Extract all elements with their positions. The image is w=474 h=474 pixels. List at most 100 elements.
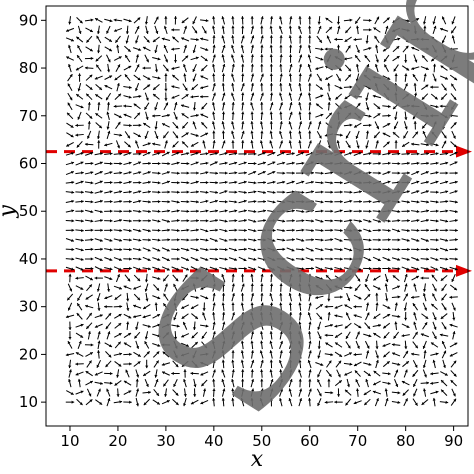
- field-arrow-head: [308, 140, 312, 144]
- field-arrow-head: [253, 248, 257, 252]
- field-arrow-head: [368, 219, 372, 223]
- field-arrow-head: [318, 78, 322, 82]
- field-arrow-head: [128, 85, 132, 89]
- field-arrow-head: [394, 321, 398, 325]
- field-arrow-head: [393, 126, 397, 130]
- field-arrow-head: [355, 135, 359, 139]
- field-arrow-head: [128, 180, 132, 184]
- field-arrow-head: [425, 238, 429, 242]
- field-arrow-head: [348, 74, 351, 78]
- field-arrow-head: [433, 78, 437, 82]
- y-tick-label: 20: [19, 345, 38, 363]
- field-arrow-head: [192, 21, 196, 25]
- field-arrow-head: [301, 200, 305, 204]
- field-arrow-head: [425, 171, 429, 174]
- field-arrow-head: [375, 346, 379, 350]
- field-arrow-head: [320, 257, 324, 261]
- field-arrow-head: [119, 352, 123, 356]
- field-arrow-head: [414, 92, 418, 96]
- field-arrow-head: [153, 87, 157, 90]
- field-arrow-head: [311, 190, 314, 194]
- field-arrow-head: [194, 341, 198, 345]
- field-arrow-head: [240, 359, 244, 363]
- field-arrow-head: [272, 161, 276, 165]
- field-arrow-head: [391, 343, 395, 347]
- field-arrow-head: [279, 54, 283, 58]
- field-arrow-head: [260, 102, 264, 105]
- field-arrow-head: [163, 135, 167, 139]
- field-arrow-head: [327, 378, 331, 382]
- field-arrow-head: [200, 95, 203, 99]
- field-arrow-head: [445, 209, 449, 213]
- field-arrow-head: [378, 323, 382, 328]
- field-arrow-head: [338, 360, 342, 364]
- field-arrow-head: [298, 25, 302, 29]
- field-arrow-head: [435, 267, 439, 271]
- field-arrow-head: [172, 144, 176, 148]
- field-arrow-head: [137, 353, 141, 357]
- field-arrow-head: [109, 381, 113, 385]
- field-arrow-head: [451, 278, 455, 282]
- field-arrow-head: [395, 369, 399, 373]
- field-arrow-head: [414, 331, 418, 335]
- field-arrow-head: [90, 181, 94, 185]
- field-arrow-head: [89, 380, 93, 384]
- field-arrow-head: [440, 277, 444, 281]
- field-arrow-head: [234, 267, 238, 271]
- field-arrow-head: [424, 322, 428, 326]
- field-arrow-head: [368, 266, 372, 271]
- field-arrow-head: [234, 228, 238, 232]
- field-arrow-head: [259, 121, 264, 124]
- field-arrow-head: [175, 125, 179, 129]
- field-arrow-head: [106, 126, 110, 130]
- field-arrow-head: [90, 190, 94, 194]
- field-arrow-head: [308, 331, 312, 334]
- field-arrow-head: [224, 229, 228, 233]
- field-arrow-head: [330, 353, 334, 357]
- field-arrow-head: [436, 190, 439, 194]
- field-arrow-head: [354, 370, 358, 374]
- y-tick-label: 60: [19, 155, 38, 173]
- field-arrow-head: [77, 88, 81, 92]
- field-arrow-head: [328, 360, 332, 364]
- field-arrow-head: [176, 209, 180, 213]
- field-arrow-head: [383, 335, 387, 339]
- field-arrow-head: [454, 200, 458, 204]
- field-arrow-head: [99, 161, 103, 165]
- field-arrow-head: [260, 25, 264, 29]
- field-arrow-head: [406, 257, 410, 261]
- field-arrow-head: [336, 111, 340, 115]
- field-arrow-head: [68, 369, 72, 373]
- field-arrow-head: [176, 161, 180, 165]
- field-arrow-head: [138, 257, 142, 261]
- field-arrow-head: [298, 44, 303, 48]
- field-arrow-head: [253, 181, 257, 185]
- field-arrow-head: [368, 123, 372, 127]
- field-arrow-head: [291, 200, 295, 204]
- field-arrow-head: [71, 228, 75, 232]
- field-arrow-head: [325, 77, 329, 80]
- field-arrow-head: [397, 267, 401, 271]
- field-arrow-head: [366, 302, 370, 306]
- field-arrow-head: [288, 331, 293, 334]
- field-arrow-head: [173, 283, 177, 287]
- field-arrow-head: [326, 35, 330, 39]
- field-arrow-head: [269, 302, 274, 306]
- field-arrow-head: [440, 27, 443, 31]
- field-arrow-head: [119, 247, 123, 252]
- field-arrow-head: [90, 266, 94, 271]
- field-arrow-head: [129, 238, 132, 242]
- field-arrow-head: [422, 293, 426, 296]
- field-arrow-head: [386, 141, 390, 145]
- field-arrow-head: [196, 228, 199, 232]
- field-arrow-head: [272, 200, 276, 204]
- field-arrow-head: [443, 307, 447, 311]
- field-arrow-head: [282, 229, 286, 233]
- field-arrow-head: [109, 190, 113, 194]
- field-arrow-head: [85, 304, 88, 308]
- field-arrow-head: [280, 340, 284, 344]
- field-arrow-head: [222, 102, 226, 105]
- field-arrow-head: [260, 283, 264, 287]
- field-arrow-head: [241, 73, 245, 77]
- field-arrow-head: [89, 399, 93, 403]
